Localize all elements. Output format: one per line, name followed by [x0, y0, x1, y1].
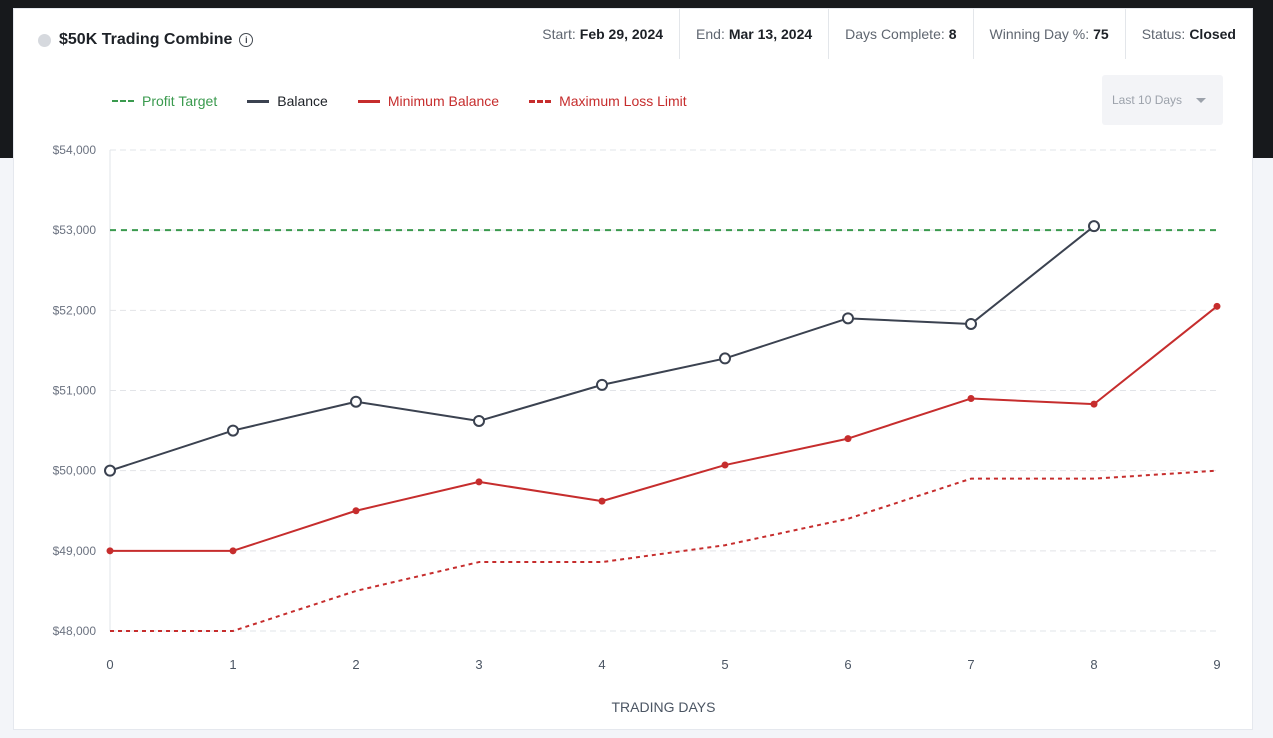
y-tick-label: $49,000	[53, 544, 97, 558]
legend-item-minimum-balance[interactable]: Minimum Balance	[357, 93, 500, 109]
x-tick-label: 5	[721, 657, 728, 672]
x-tick-label: 6	[844, 657, 851, 672]
data-point-minimum-balance	[475, 478, 483, 486]
y-tick-label: $54,000	[53, 143, 97, 157]
stat-end-label: End:	[696, 26, 725, 42]
data-point-minimum-balance	[229, 547, 237, 555]
status-dot	[38, 33, 51, 47]
data-point-minimum-balance	[352, 507, 360, 515]
data-point-minimum-balance	[106, 547, 114, 555]
stat-days-complete: Days Complete: 8	[828, 9, 972, 59]
stat-winning-day-label: Winning Day %:	[989, 26, 1090, 42]
legend-item-profit-target[interactable]: Profit Target	[112, 93, 217, 109]
chart-legend: Profit Target Balance Minimum Balance Ma…	[112, 93, 717, 109]
range-select[interactable]: Last 10 Days	[1102, 75, 1223, 125]
data-point-minimum-balance	[1213, 302, 1221, 310]
card-header: $50K Trading Combine i Start: Feb 29, 20…	[14, 9, 1252, 75]
stat-days-complete-value: 8	[948, 26, 957, 42]
legend-swatch-max-loss	[529, 99, 552, 103]
x-axis-title: TRADING DAYS	[612, 699, 716, 715]
data-point-balance	[965, 317, 977, 330]
legend-label-balance: Balance	[277, 93, 328, 109]
page-title: $50K Trading Combine	[59, 31, 233, 48]
stat-start-value: Feb 29, 2024	[579, 26, 664, 42]
x-tick-label: 0	[106, 657, 113, 672]
data-point-balance	[1088, 220, 1100, 233]
legend-swatch-profit-target	[112, 100, 134, 102]
y-tick-label: $48,000	[53, 624, 97, 638]
legend-label-minimum-balance: Minimum Balance	[387, 93, 500, 109]
legend-label-profit-target: Profit Target	[142, 93, 218, 109]
legend-item-max-loss[interactable]: Maximum Loss Limit	[529, 93, 687, 109]
y-tick-label: $52,000	[53, 303, 97, 317]
title-group: $50K Trading Combine i	[38, 31, 254, 49]
data-point-balance	[350, 395, 362, 408]
stat-winning-day: Winning Day %: 75	[972, 9, 1125, 59]
chart-card: $50K Trading Combine i Start: Feb 29, 20…	[13, 8, 1253, 730]
range-select-value: Last 10 Days	[1112, 93, 1183, 107]
x-tick-label: 8	[1090, 657, 1097, 672]
data-point-balance	[719, 352, 731, 365]
data-point-minimum-balance	[844, 435, 852, 443]
legend-swatch-balance	[247, 99, 270, 103]
data-point-balance	[104, 464, 116, 477]
data-point-balance	[842, 312, 854, 325]
y-tick-label: $53,000	[53, 223, 97, 237]
legend-swatch-minimum-balance	[357, 99, 380, 103]
stat-status-label: Status:	[1141, 26, 1186, 42]
data-point-balance	[473, 414, 485, 427]
stats-bar: Start: Feb 29, 2024 End: Mar 13, 2024 Da…	[526, 9, 1252, 59]
legend-label-max-loss: Maximum Loss Limit	[559, 93, 687, 109]
y-tick-label: $51,000	[53, 384, 97, 398]
data-point-balance	[227, 424, 239, 437]
stat-start: Start: Feb 29, 2024	[526, 9, 679, 59]
x-tick-label: 4	[598, 657, 605, 672]
data-point-balance	[596, 378, 608, 391]
x-tick-label: 9	[1213, 657, 1220, 672]
data-point-minimum-balance	[967, 395, 975, 403]
data-point-minimum-balance	[721, 461, 729, 469]
line-chart: $48,000 $49,000 $50,000 $51,000 $52,000 $53,0…	[53, 143, 1221, 715]
series-line-maximum-loss-limit	[110, 469, 1218, 632]
data-point-minimum-balance	[598, 497, 606, 505]
stat-end-value: Mar 13, 2024	[728, 26, 813, 42]
series-line-minimum-balance	[110, 305, 1218, 552]
x-tick-label: 1	[229, 657, 236, 672]
stat-status: Status: Closed	[1124, 9, 1252, 59]
stat-start-label: Start:	[542, 26, 576, 42]
info-icon[interactable]: i	[239, 33, 254, 47]
chevron-down-icon	[1196, 98, 1206, 103]
legend-item-balance[interactable]: Balance	[247, 93, 328, 109]
x-tick-label: 2	[352, 657, 359, 672]
stat-end: End: Mar 13, 2024	[679, 9, 828, 59]
y-tick-label: $50,000	[53, 464, 97, 478]
series-line-balance	[109, 225, 1095, 472]
stat-winning-day-value: 75	[1093, 26, 1109, 42]
stat-status-value: Closed	[1189, 26, 1236, 42]
stat-days-complete-label: Days Complete:	[845, 26, 945, 42]
x-tick-label: 3	[475, 657, 482, 672]
data-point-minimum-balance	[1090, 400, 1098, 408]
x-tick-label: 7	[967, 657, 974, 672]
